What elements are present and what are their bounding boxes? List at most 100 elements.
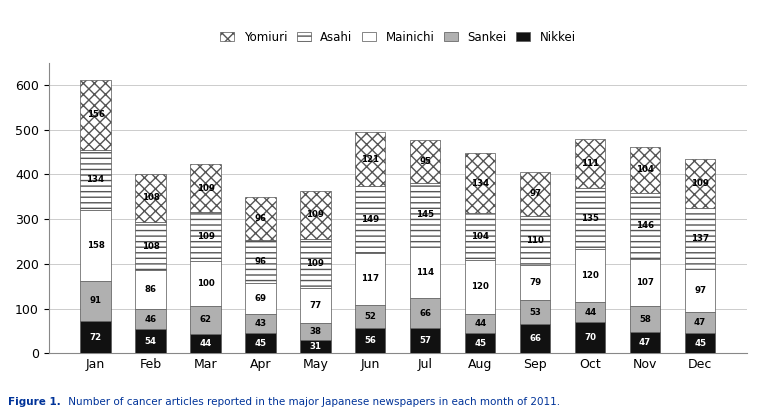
Bar [520, 300, 550, 324]
Bar [355, 253, 386, 305]
Text: 45: 45 [694, 339, 706, 348]
Bar [630, 259, 661, 307]
Text: 70: 70 [584, 333, 596, 342]
Text: 145: 145 [416, 210, 434, 219]
Bar [465, 153, 495, 213]
Bar [190, 334, 221, 353]
Text: 54: 54 [145, 337, 156, 346]
Bar [465, 260, 495, 314]
Text: 66: 66 [530, 334, 541, 343]
Text: 107: 107 [636, 278, 655, 287]
Bar [520, 172, 550, 216]
Bar [81, 321, 110, 353]
Text: 158: 158 [87, 241, 104, 249]
Bar [520, 216, 550, 265]
Bar [136, 270, 165, 309]
Text: 110: 110 [527, 236, 544, 245]
Text: 57: 57 [419, 336, 431, 345]
Bar [685, 312, 716, 333]
Bar [300, 239, 331, 288]
Bar [630, 193, 661, 259]
Bar [410, 328, 440, 353]
Bar [575, 249, 605, 302]
Text: 53: 53 [530, 307, 541, 316]
Text: 114: 114 [416, 268, 434, 277]
Bar [300, 323, 331, 339]
Text: 62: 62 [200, 315, 212, 324]
Text: 109: 109 [306, 210, 325, 219]
Bar [685, 269, 716, 312]
Bar [630, 307, 661, 332]
Bar [300, 288, 331, 323]
Bar [190, 164, 221, 212]
Text: 58: 58 [639, 315, 651, 324]
Text: 96: 96 [255, 214, 267, 223]
Bar [630, 147, 661, 193]
Text: 52: 52 [364, 312, 376, 321]
Bar [81, 281, 110, 321]
Bar [136, 173, 165, 222]
Text: 91: 91 [90, 296, 101, 305]
Text: 97: 97 [529, 189, 541, 199]
Text: 38: 38 [309, 327, 322, 336]
Text: 120: 120 [472, 282, 489, 291]
Text: 100: 100 [197, 279, 214, 288]
Bar [410, 140, 440, 182]
Bar [136, 222, 165, 270]
Bar [355, 186, 386, 253]
Bar [520, 265, 550, 300]
Text: 97: 97 [694, 286, 706, 295]
Bar [630, 332, 661, 353]
Bar [81, 150, 110, 210]
Text: 77: 77 [309, 301, 322, 310]
Text: 69: 69 [255, 294, 267, 303]
Text: 121: 121 [361, 155, 379, 164]
Legend: Yomiuri, Asahi, Mainichi, Sankei, Nikkei: Yomiuri, Asahi, Mainichi, Sankei, Nikkei [220, 31, 576, 44]
Text: Number of cancer articles reported in the major Japanese newspapers in each mont: Number of cancer articles reported in th… [65, 397, 560, 407]
Text: 109: 109 [306, 259, 325, 268]
Text: 109: 109 [691, 179, 709, 188]
Bar [575, 302, 605, 322]
Text: 79: 79 [529, 278, 541, 287]
Bar [190, 261, 221, 306]
Text: 104: 104 [636, 166, 655, 175]
Text: 43: 43 [255, 319, 267, 328]
Text: Figure 1.: Figure 1. [8, 397, 60, 407]
Text: 134: 134 [471, 179, 489, 188]
Text: 47: 47 [639, 339, 652, 347]
Bar [465, 314, 495, 333]
Text: 56: 56 [364, 337, 376, 346]
Text: 109: 109 [197, 232, 214, 241]
Bar [190, 306, 221, 334]
Text: 149: 149 [361, 215, 379, 224]
Text: 117: 117 [361, 275, 379, 284]
Text: 109: 109 [197, 184, 214, 193]
Text: 146: 146 [636, 222, 655, 231]
Bar [575, 188, 605, 249]
Bar [190, 212, 221, 261]
Bar [685, 333, 716, 353]
Bar [685, 208, 716, 269]
Bar [685, 159, 716, 208]
Bar [81, 80, 110, 150]
Text: 44: 44 [474, 319, 486, 328]
Bar [520, 324, 550, 353]
Text: 72: 72 [89, 333, 101, 342]
Bar [245, 333, 276, 353]
Bar [136, 329, 165, 353]
Text: 120: 120 [581, 271, 599, 280]
Text: 45: 45 [474, 339, 486, 348]
Bar [300, 191, 331, 239]
Text: 44: 44 [200, 339, 212, 348]
Text: 44: 44 [584, 308, 597, 317]
Text: 31: 31 [309, 342, 322, 351]
Text: 95: 95 [419, 157, 431, 166]
Bar [136, 309, 165, 329]
Text: 135: 135 [581, 214, 599, 223]
Bar [245, 240, 276, 283]
Text: 46: 46 [145, 314, 157, 323]
Bar [410, 182, 440, 247]
Bar [410, 247, 440, 298]
Text: 104: 104 [472, 232, 489, 241]
Bar [81, 210, 110, 281]
